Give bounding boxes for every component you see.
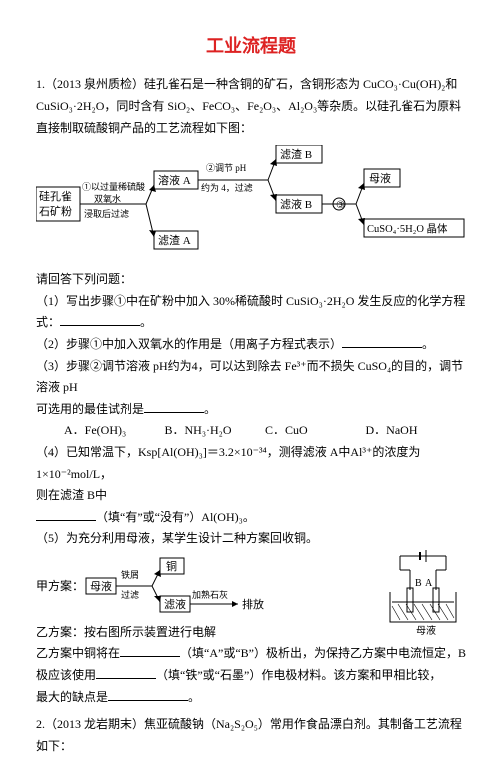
flow-node-3: 滤渣 A [158,233,191,247]
q1-options: A．Fe(OH)₃ B．NH₃·H₂O C．CuO D．NaOH [64,420,466,442]
q1-stem-line1: 1.（2013 泉州质检）硅孔雀石是一种含铜的矿石，含铜形态为 CuCO₃·Cu… [36,74,466,96]
q1-p2: （2）步骤①中加入双氧水的作用是（用离子方程式表示）。 [36,334,466,356]
flow-node-4: 滤渣 B [280,147,312,161]
q1-p4c: （填“有”或“没有”）Al(OH)₃。 [36,507,466,529]
blank-1 [60,313,140,326]
svg-text:母液: 母液 [416,624,436,636]
svg-text:铜: 铜 [166,559,177,573]
opt-d: D．NaOH [366,420,467,442]
q1-p6-line3: 最大的缺点是。 [36,687,466,709]
svg-text:滤液: 滤液 [164,597,186,611]
svg-text:铁屑: 铁屑 [121,569,139,580]
flow-node-1a: 硅孔雀 [39,190,72,203]
blank-6 [96,666,156,679]
q1-p1a: （1）写出步骤①中在矿粉中加入 30%稀硫酸时 CuSiO₃·2H₂O 发生反应… [36,291,466,313]
q1-p1b: 式：。 [36,312,466,334]
method-b-label: 乙方案：按右图所示装置进行电解 [36,622,374,644]
electrolysis-device: B A 母液 [380,550,466,644]
blank-3 [144,400,204,413]
blank-4 [36,508,96,521]
svg-text:B: B [415,578,422,589]
flow-edge2-bot: 约为 4，过滤 [201,182,253,193]
flow-edge1-mid: 双氧水 [94,193,121,204]
flow-edge3: ③ [336,200,345,211]
method-a-diagram: 甲方案： 母液 铁屑 过滤 铜 滤液 加熟石灰 [36,556,374,616]
flow-node-1b: 石矿粉 [39,205,72,218]
opt-c: C．CuO [265,420,366,442]
q1-stem-line2: CuSiO₃·2H₂O，同时含有 SiO₂、FeCO₃、Fe₂O₃、Al₂O₃等… [36,96,466,139]
q1-ask: 请回答下列问题： [36,269,466,291]
flow-edge1-top: ①以过量稀硫酸 [82,181,145,192]
q1-p6-line2: 极应该使用（填“铁”或“石墨”）作电极材料。该方案和甲相比较， [36,665,466,687]
opt-b: B．NH₃·H₂O [165,420,266,442]
svg-text:过滤: 过滤 [121,589,139,600]
blank-7 [108,688,188,701]
q1-p3b: 可选用的最佳试剂是。 [36,399,466,421]
blank-2 [342,335,422,348]
flow-node-6: 母液 [369,171,391,185]
svg-text:A: A [425,578,433,589]
q1-p4b: 则在滤渣 B中 [36,485,466,507]
method-a-label: 甲方案： [36,578,84,593]
blank-5 [120,644,180,657]
opt-a: A．Fe(OH)₃ [64,420,165,442]
page-title: 工业流程题 [36,30,466,62]
svg-text:排放: 排放 [242,597,264,611]
q2-stem: 2.（2013 龙岩期末）焦亚硫酸钠（Na₂S₂O₅）常用作食品漂白剂。其制备工… [36,714,466,757]
flow-edge2-top: ②调节 pH [206,163,247,173]
svg-text:加熟石灰: 加熟石灰 [192,589,228,600]
q1-p3a: （3）步骤②调节溶液 pH约为4，可以达到除去 Fe³⁺而不损失 CuSO₄的目… [36,356,466,399]
flow-node-5: 滤液 B [280,197,312,211]
flow-node-7: CuSO₄·5H₂O 晶体 [367,223,448,235]
q1-p5: （5）为充分利用母液，某学生设计二种方案回收铜。 [36,528,466,550]
q1-p4a: （4）已知常温下，Ksp[Al(OH)₃]＝3.2×10⁻³⁴，测得滤液 A中A… [36,442,466,485]
flow-edge1-bot: 浸取后过滤 [84,208,129,219]
q1-flow-diagram: 硅孔雀 石矿粉 ①以过量稀硫酸 双氧水 浸取后过滤 溶液 A 滤渣 A ②调节 … [36,145,466,265]
svg-text:母液: 母液 [90,579,112,593]
flow-node-2: 溶液 A [158,173,191,187]
q1-p6-line1: 乙方案中铜将在（填“A”或“B”）极析出，为保持乙方案中电流恒定，B [36,643,466,665]
